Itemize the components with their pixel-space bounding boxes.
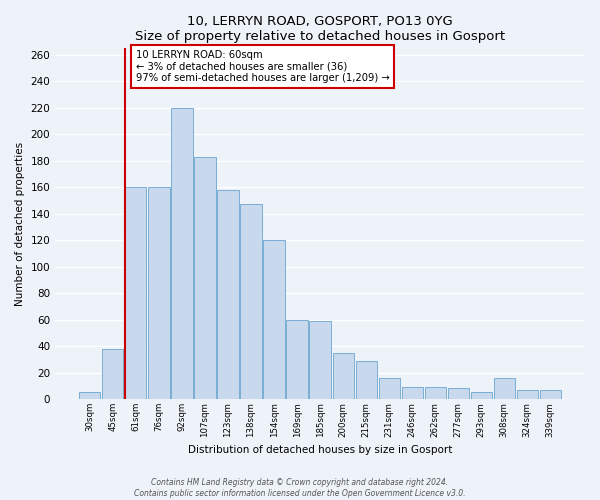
Bar: [356, 360, 377, 399]
Bar: [517, 390, 538, 399]
Title: 10, LERRYN ROAD, GOSPORT, PO13 0YG
Size of property relative to detached houses : 10, LERRYN ROAD, GOSPORT, PO13 0YG Size …: [135, 15, 505, 43]
Bar: [332, 352, 353, 399]
Bar: [79, 392, 100, 399]
Bar: [540, 390, 561, 399]
Bar: [241, 204, 262, 399]
Bar: [494, 378, 515, 399]
Bar: [194, 157, 215, 399]
Bar: [401, 387, 423, 399]
Bar: [470, 392, 492, 399]
Bar: [379, 378, 400, 399]
Bar: [172, 108, 193, 399]
Text: 10 LERRYN ROAD: 60sqm
← 3% of detached houses are smaller (36)
97% of semi-detac: 10 LERRYN ROAD: 60sqm ← 3% of detached h…: [136, 50, 389, 84]
Bar: [263, 240, 284, 399]
Bar: [425, 387, 446, 399]
Bar: [286, 320, 308, 399]
Bar: [102, 348, 124, 399]
Text: Contains HM Land Registry data © Crown copyright and database right 2024.
Contai: Contains HM Land Registry data © Crown c…: [134, 478, 466, 498]
Bar: [217, 190, 239, 399]
X-axis label: Distribution of detached houses by size in Gosport: Distribution of detached houses by size …: [188, 445, 452, 455]
Bar: [448, 388, 469, 399]
Y-axis label: Number of detached properties: Number of detached properties: [15, 142, 25, 306]
Bar: [310, 321, 331, 399]
Bar: [148, 188, 170, 399]
Bar: [125, 188, 146, 399]
